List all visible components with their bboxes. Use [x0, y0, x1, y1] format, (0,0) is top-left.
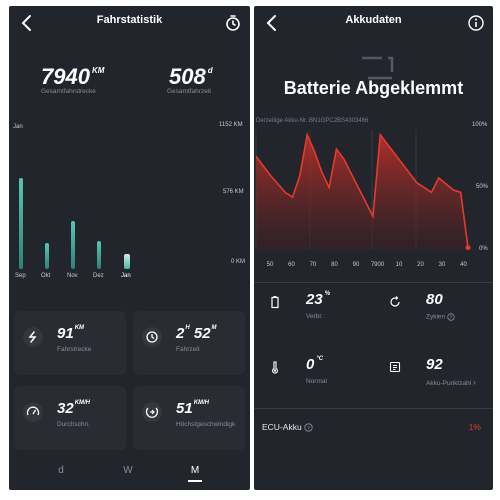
x-tick-label: 10	[396, 262, 403, 268]
battery-icon	[271, 296, 279, 309]
speedometer-icon	[23, 402, 43, 422]
total-time-value: 508 d	[169, 64, 213, 89]
chart-bar[interactable]	[97, 240, 101, 269]
top-speed-icon	[142, 402, 162, 422]
tab-day[interactable]: d	[58, 465, 64, 476]
x-tick-label: Okt	[41, 273, 51, 279]
chart-month-label: Jan	[13, 124, 23, 130]
chart-bar[interactable]	[124, 254, 130, 269]
divider	[254, 282, 493, 283]
battery-serial-number: Derzeitige Akku-Nr. BN1GPC2BS4303466	[256, 118, 369, 124]
help-icon[interactable]: ?	[304, 423, 313, 432]
y-tick-label: 576 KM	[223, 189, 244, 195]
svg-text:?: ?	[307, 426, 310, 432]
battery-level-area	[256, 134, 468, 250]
stat-card-top-speed: 51KM/H Höchstgeschwindigk	[133, 386, 245, 450]
chart-bar[interactable]	[71, 221, 75, 269]
x-tick-label: Jan	[121, 273, 131, 279]
stat-card-distance: 91KM Fahrstrecke	[14, 311, 126, 375]
x-tick-label: 50	[267, 262, 274, 268]
x-tick-label: 20	[417, 262, 424, 268]
ecu-battery-value: 1%	[468, 422, 481, 432]
x-tick-label: 70	[310, 262, 317, 268]
score-icon	[389, 361, 401, 373]
header: Fahrstatistik	[9, 6, 250, 42]
card-label: Durchschn.	[57, 421, 90, 428]
page-title: Fahrstatistik	[96, 14, 163, 26]
stat-label: Verbr.	[306, 313, 323, 320]
card-value: 32KM/H	[57, 400, 91, 417]
y-tick-label: 50%	[476, 184, 489, 190]
stat-label: Normal	[306, 378, 327, 385]
battery-outline-icon	[362, 56, 394, 80]
card-label: Fahrstrecke	[57, 346, 92, 353]
card-label: Höchstgeschwindigk	[176, 421, 236, 428]
info-icon[interactable]	[467, 14, 485, 32]
x-tick-label: 30	[439, 262, 446, 268]
cycle-icon	[390, 296, 400, 307]
battery-level-line	[255, 132, 469, 248]
chart-bar[interactable]	[19, 178, 23, 269]
thermometer-icon	[272, 361, 278, 374]
stat-value: 92	[426, 356, 443, 373]
back-arrow-icon[interactable]	[17, 12, 39, 34]
clock-icon	[142, 327, 162, 347]
stat-value: 0 °C	[306, 356, 324, 373]
card-value: 51KM/H	[176, 400, 210, 417]
x-tick-label: 80	[331, 262, 338, 268]
current-level-point	[465, 245, 471, 251]
total-distance-value: 7940 KM	[41, 64, 105, 89]
stat-value: 23%	[306, 291, 331, 308]
x-tick-label: 40	[460, 262, 467, 268]
x-tick-label: Dez	[93, 273, 104, 279]
card-label: Fahrzeit	[176, 346, 200, 353]
route-icon	[23, 327, 43, 347]
page-title: Akkudaten	[345, 14, 402, 26]
stat-label: Akku-Punktzahl ›	[426, 378, 476, 387]
card-value: 2H 52M	[176, 325, 217, 342]
x-tick-label: 90	[353, 262, 360, 268]
stat-label: Zyklen ?	[426, 313, 455, 321]
x-tick-label: Nov	[67, 273, 78, 279]
timer-icon[interactable]	[224, 14, 242, 32]
active-tab-indicator	[188, 480, 202, 482]
stat-card-time: 2H 52M Fahrzeit	[133, 311, 245, 375]
stat-cycles: 80 Zyklen ?	[388, 291, 488, 329]
header: Akkudaten	[254, 6, 493, 42]
tab-month[interactable]: M	[190, 465, 200, 476]
divider	[254, 408, 493, 409]
stat-temperature: 0 °C Normal	[268, 356, 368, 394]
x-tick-label: 60	[288, 262, 295, 268]
y-tick-label: 100%	[472, 122, 488, 128]
tab-week[interactable]: W	[123, 465, 133, 476]
stat-consumption: 23% Verbr.	[268, 291, 368, 329]
stat-battery-score[interactable]: 92 Akku-Punktzahl ›	[388, 356, 488, 394]
svg-text:?: ?	[450, 315, 453, 321]
card-value: 91KM	[57, 325, 85, 342]
battery-data-screen: Akkudaten Batterie Abgeklemmt Derzeitige…	[254, 6, 493, 490]
driving-stats-screen: Fahrstatistik 7940 KM Gesamtfahrstrecke 5…	[9, 6, 250, 490]
help-icon[interactable]: ?	[447, 313, 455, 321]
stat-card-avg-speed: 32KM/H Durchschn.	[14, 386, 126, 450]
ecu-battery-label: ECU-Akku ?	[262, 422, 313, 432]
y-tick-label: 0 KM	[231, 259, 246, 265]
x-tick-label: 7900	[371, 262, 385, 268]
x-tick-label: Sep	[15, 273, 26, 279]
total-distance-label: Gesamtfahrstrecke	[41, 88, 96, 95]
back-arrow-icon[interactable]	[262, 12, 284, 34]
stat-value: 80	[426, 291, 443, 308]
chevron-right-icon: ›	[472, 378, 476, 387]
y-tick-label: 1152 KM	[219, 122, 243, 128]
battery-disconnected-overlay: Batterie Abgeklemmt	[283, 78, 464, 98]
total-time-label: Gesamtfahrzeit	[167, 88, 212, 95]
y-tick-label: 0%	[479, 246, 488, 252]
battery-level-chart: 50 60 70 80 90 7900 10 20 30 40	[255, 130, 471, 268]
chart-bar[interactable]	[45, 243, 49, 269]
